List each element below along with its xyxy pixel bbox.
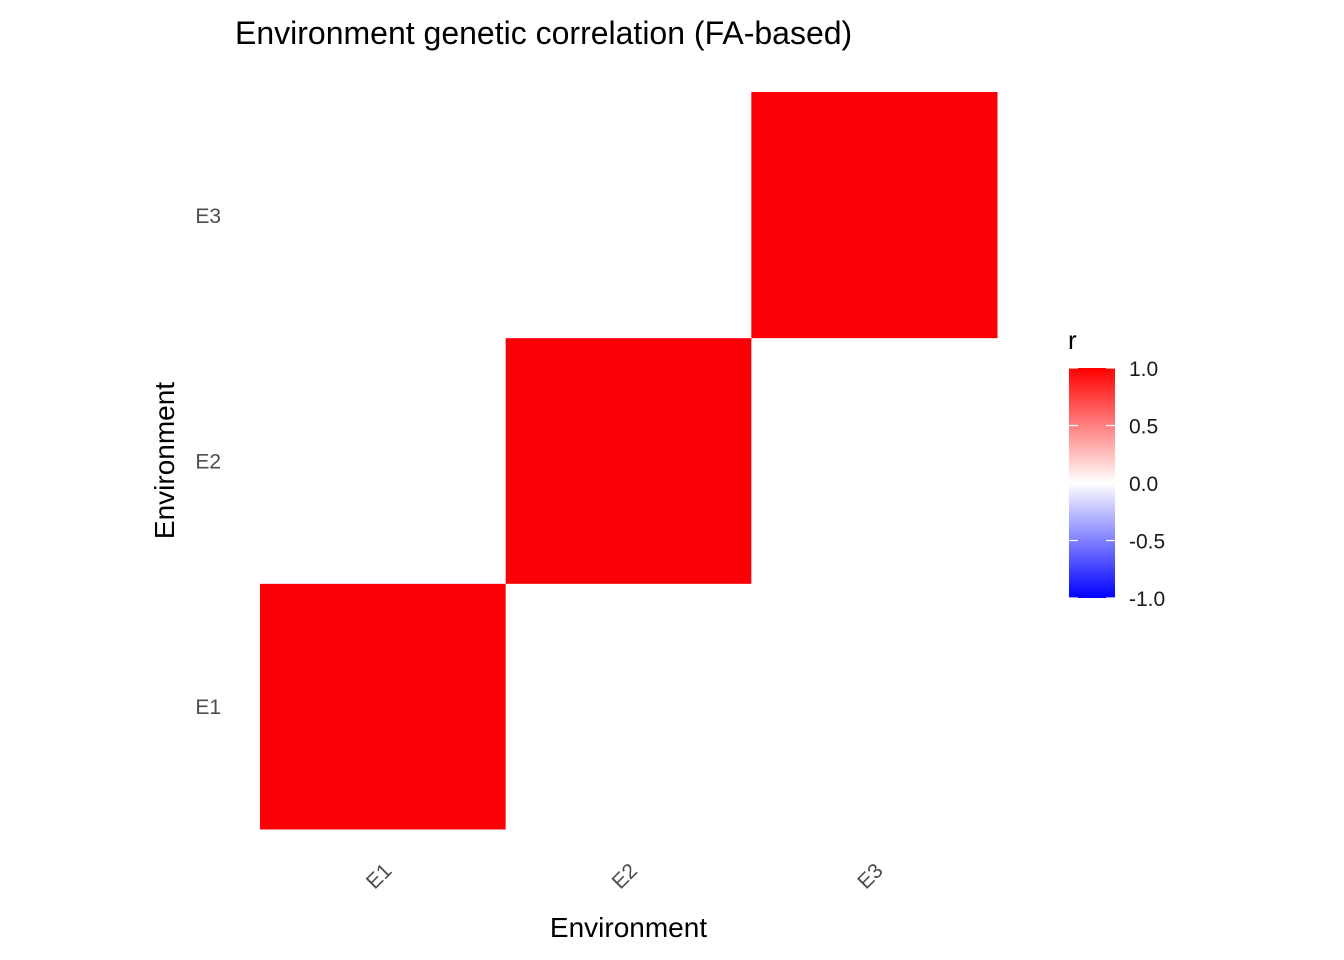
x-tick-label: E3 bbox=[853, 859, 887, 893]
heatmap-cell-e3-e2 bbox=[505, 92, 752, 339]
colorbar-legend: r 1.0 0.5 0.0 -0.5 -1.0 bbox=[1068, 325, 1165, 611]
legend-break-label: 0.5 bbox=[1129, 416, 1158, 439]
legend-ticks bbox=[1069, 367, 1115, 599]
legend-title: r bbox=[1068, 325, 1077, 355]
legend-break-label: -1.0 bbox=[1129, 588, 1165, 611]
legend-break-label: -0.5 bbox=[1129, 531, 1165, 554]
y-tick-label: E2 bbox=[195, 451, 221, 474]
legend-labels: 1.0 0.5 0.0 -0.5 -1.0 bbox=[1129, 358, 1165, 611]
heatmap-cell-e2-e2 bbox=[505, 337, 752, 584]
heatmap-cells bbox=[260, 92, 998, 830]
heatmap-cell-e2-e1 bbox=[260, 337, 507, 584]
heatmap-cell-e3-e1 bbox=[260, 92, 507, 339]
x-tick-label: E2 bbox=[608, 859, 642, 893]
y-tick-label: E1 bbox=[195, 696, 221, 719]
heatmap-cell-e1-e2 bbox=[505, 583, 752, 830]
heatmap-cell-e1-e1 bbox=[260, 583, 507, 830]
x-axis-ticks: E1 E2 E3 bbox=[362, 859, 888, 893]
chart-title: Environment genetic correlation (FA-base… bbox=[235, 15, 852, 51]
heatmap-cell-e2-e3 bbox=[751, 337, 998, 584]
heatmap-cell-e1-e3 bbox=[751, 583, 998, 830]
x-axis-title: Environment bbox=[550, 912, 707, 943]
y-axis-title: Environment bbox=[149, 382, 180, 539]
heatmap-cell-e3-e3 bbox=[751, 92, 998, 339]
legend-break-label: 0.0 bbox=[1129, 473, 1158, 496]
y-axis-ticks: E1 E2 E3 bbox=[195, 205, 221, 719]
legend-break-label: 1.0 bbox=[1129, 358, 1158, 381]
y-tick-label: E3 bbox=[195, 205, 221, 228]
x-tick-label: E1 bbox=[362, 859, 396, 893]
